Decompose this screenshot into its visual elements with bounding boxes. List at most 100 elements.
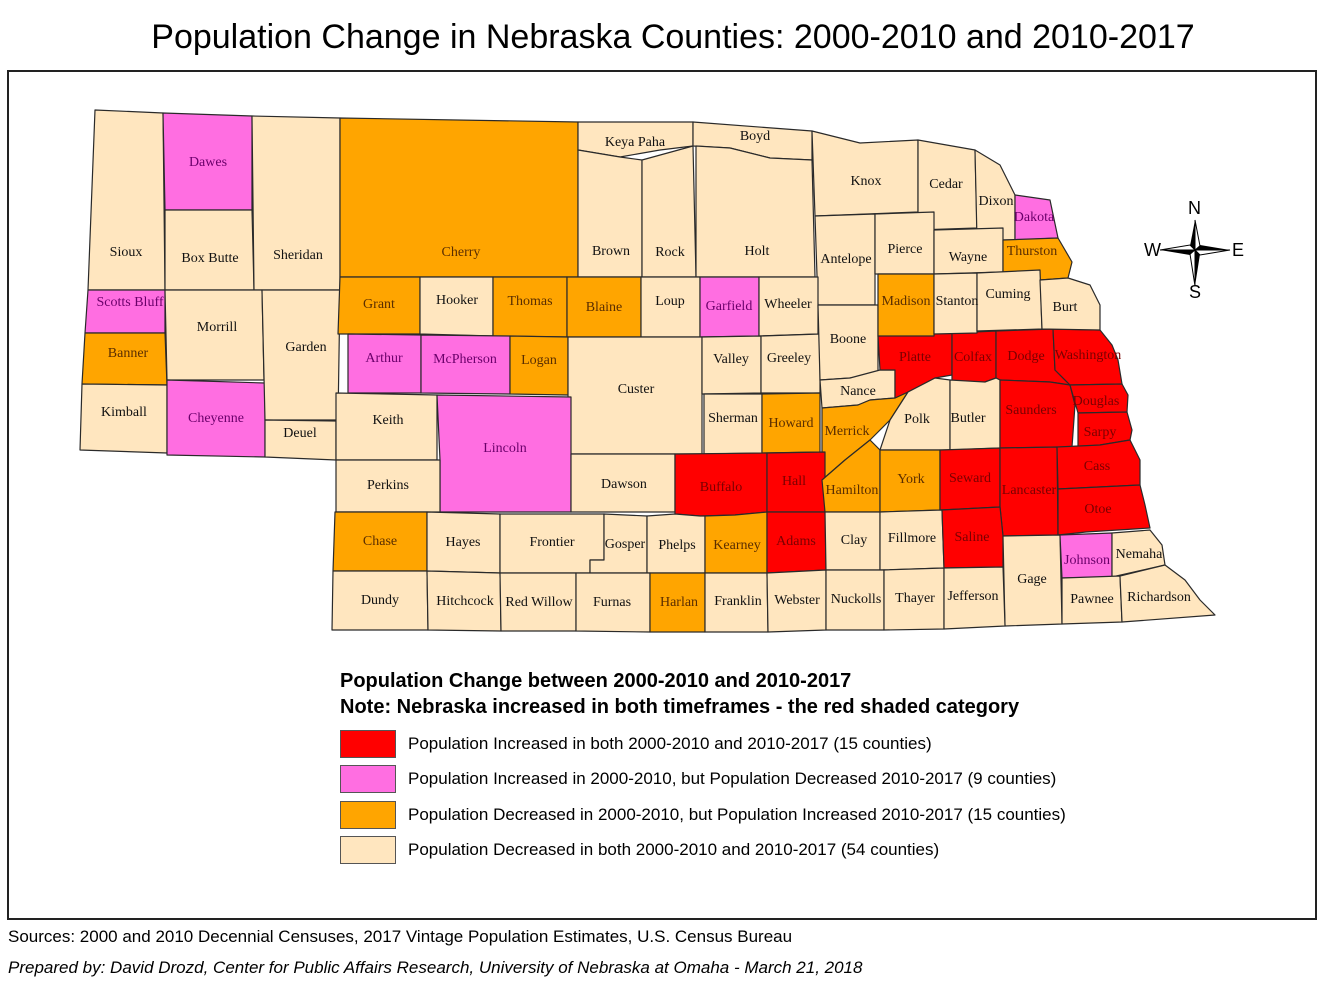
county-label-hamilton: Hamilton	[826, 483, 879, 498]
county-label-morrill: Morrill	[197, 320, 238, 335]
county-label-garfield: Garfield	[706, 299, 753, 314]
county-label-holt: Holt	[745, 244, 770, 259]
county-sheridan	[251, 115, 341, 291]
county-label-furnas: Furnas	[593, 595, 631, 610]
county-label-saunders: Saunders	[1005, 403, 1056, 418]
compass-rose-icon	[1159, 219, 1231, 287]
county-washington	[1052, 328, 1123, 386]
sources-note: Sources: 2000 and 2010 Decennial Censuse…	[8, 927, 793, 946]
county-label-knox: Knox	[850, 174, 881, 189]
county-label-nemaha: Nemaha	[1116, 547, 1163, 562]
county-label-keith: Keith	[372, 413, 403, 428]
county-label-nuckolls: Nuckolls	[831, 592, 882, 607]
county-richardson	[1119, 564, 1216, 623]
county-label-burt: Burt	[1053, 300, 1078, 315]
prepared-by-note: Prepared by: David Drozd, Center for Pub…	[8, 958, 863, 977]
county-label-pierce: Pierce	[888, 242, 923, 257]
county-label-thayer: Thayer	[895, 591, 935, 606]
county-label-frontier: Frontier	[529, 535, 574, 550]
county-label-colfax: Colfax	[954, 350, 992, 365]
legend-item-decrease-then-increase: Population Decreased in 2000-2010, but P…	[340, 797, 1066, 833]
county-label-hall: Hall	[782, 474, 806, 489]
compass-n-label: N	[1188, 198, 1201, 218]
county-label-loup: Loup	[655, 294, 685, 309]
county-label-dawes: Dawes	[189, 155, 227, 170]
county-label-dawson: Dawson	[601, 477, 647, 492]
legend-label: Population Increased in 2000-2010, but P…	[408, 769, 1057, 789]
legend-swatch	[340, 836, 396, 865]
county-jefferson	[943, 566, 1006, 630]
county-label-johnson: Johnson	[1064, 553, 1110, 568]
county-label-thurston: Thurston	[1007, 244, 1058, 259]
county-box-butte	[164, 209, 255, 291]
compass-e-label: E	[1232, 240, 1245, 260]
county-label-pawnee: Pawnee	[1070, 592, 1114, 607]
legend-swatch	[340, 800, 396, 829]
county-label-cedar: Cedar	[929, 177, 963, 192]
county-label-mcpherson: McPherson	[433, 352, 497, 367]
county-label-sheridan: Sheridan	[273, 248, 323, 263]
county-label-clay: Clay	[841, 533, 867, 548]
county-label-kearney: Kearney	[713, 538, 760, 553]
map-frame	[7, 70, 1317, 920]
county-label-douglas: Douglas	[1073, 394, 1120, 409]
county-label-adams: Adams	[776, 534, 816, 549]
county-label-merrick: Merrick	[824, 424, 869, 439]
county-label-red-willow: Red Willow	[505, 595, 573, 610]
legend-item-both-decrease: Population Decreased in both 2000-2010 a…	[340, 833, 1066, 869]
county-label-stanton: Stanton	[936, 294, 979, 309]
county-label-arthur: Arthur	[365, 351, 403, 366]
county-label-sherman: Sherman	[708, 411, 758, 426]
compass-w-label: W	[1144, 240, 1161, 260]
legend-label: Population Increased in both 2000-2010 a…	[408, 733, 932, 753]
county-label-keya-paha: Keya Paha	[605, 135, 666, 150]
legend-label: Population Decreased in 2000-2010, but P…	[408, 804, 1066, 824]
county-label-dakota: Dakota	[1014, 210, 1055, 225]
legend-swatch	[340, 765, 396, 794]
county-label-boone: Boone	[830, 332, 867, 347]
county-lincoln	[436, 394, 572, 513]
legend-swatch	[340, 729, 396, 758]
county-douglas	[1069, 383, 1129, 414]
county-label-dixon: Dixon	[979, 194, 1014, 209]
county-label-cherry: Cherry	[442, 245, 481, 260]
county-label-hitchcock: Hitchcock	[436, 594, 494, 609]
county-label-brown: Brown	[592, 244, 630, 259]
county-label-wheeler: Wheeler	[764, 297, 812, 312]
county-label-lincoln: Lincoln	[483, 441, 527, 456]
county-stanton	[933, 272, 978, 335]
county-label-madison: Madison	[882, 294, 931, 309]
county-label-cass: Cass	[1084, 459, 1110, 474]
county-label-box-butte: Box Butte	[181, 251, 238, 266]
county-label-kimball: Kimball	[101, 405, 147, 420]
county-label-harlan: Harlan	[660, 595, 698, 610]
county-label-garden: Garden	[285, 340, 326, 355]
county-label-hayes: Hayes	[446, 535, 481, 550]
county-label-antelope: Antelope	[820, 252, 871, 267]
county-label-jefferson: Jefferson	[947, 589, 998, 604]
county-label-dodge: Dodge	[1007, 349, 1044, 364]
legend: Population Change between 2000-2010 and …	[340, 668, 1066, 868]
county-label-cheyenne: Cheyenne	[188, 411, 244, 426]
county-label-howard: Howard	[768, 416, 813, 431]
north-arrow-compass: N S W E	[1140, 198, 1250, 303]
county-label-gage: Gage	[1017, 572, 1047, 587]
county-label-greeley: Greeley	[767, 351, 811, 366]
county-label-perkins: Perkins	[367, 478, 409, 493]
county-label-buffalo: Buffalo	[700, 480, 743, 495]
county-label-banner: Banner	[108, 346, 149, 361]
county-label-thomas: Thomas	[507, 294, 552, 309]
county-label-webster: Webster	[774, 593, 820, 608]
county-label-richardson: Richardson	[1127, 590, 1191, 605]
county-label-washington: Washington	[1055, 348, 1122, 363]
county-label-grant: Grant	[363, 297, 395, 312]
legend-item-increase-then-decrease: Population Increased in 2000-2010, but P…	[340, 762, 1066, 798]
county-burt	[1039, 277, 1101, 331]
legend-title: Population Change between 2000-2010 and …	[340, 670, 852, 692]
county-label-franklin: Franklin	[714, 594, 761, 609]
county-label-valley: Valley	[713, 352, 749, 367]
county-label-sioux: Sioux	[110, 245, 143, 260]
county-nemaha	[1111, 529, 1166, 578]
county-label-saline: Saline	[955, 530, 990, 545]
county-label-fillmore: Fillmore	[888, 531, 936, 546]
